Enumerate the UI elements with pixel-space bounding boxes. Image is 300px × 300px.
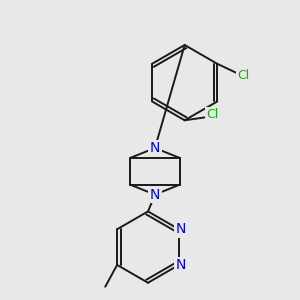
- Text: N: N: [150, 141, 160, 155]
- Text: N: N: [150, 188, 160, 202]
- Text: N: N: [176, 258, 186, 272]
- Text: Cl: Cl: [206, 108, 218, 121]
- Text: N: N: [176, 222, 186, 236]
- Text: Cl: Cl: [237, 69, 249, 82]
